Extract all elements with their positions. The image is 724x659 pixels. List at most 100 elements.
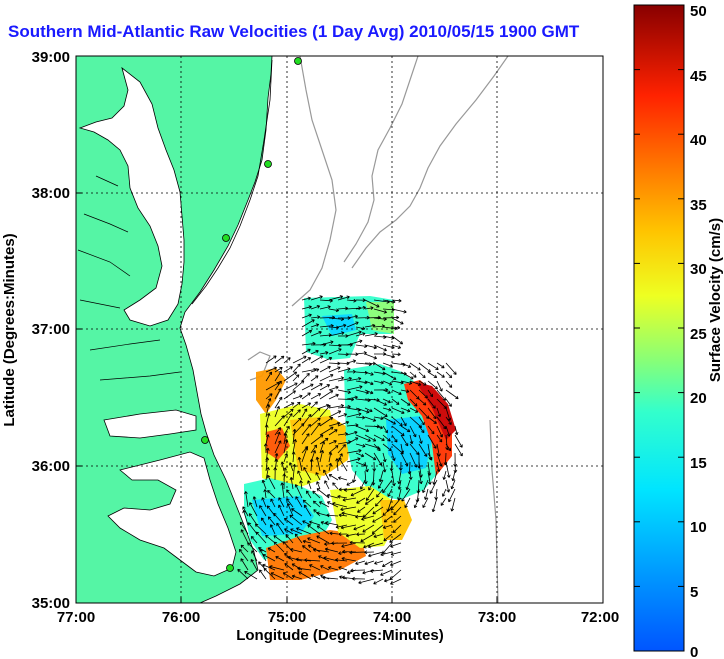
velocity-arrow <box>409 425 417 438</box>
velocity-arrow <box>315 472 321 481</box>
velocity-arrow <box>310 295 323 301</box>
y-tick-label: 39:00 <box>32 49 70 66</box>
velocity-arrow <box>270 572 285 580</box>
velocity-arrow <box>364 380 374 386</box>
velocity-arrow <box>287 555 303 562</box>
velocity-arrow <box>338 513 348 518</box>
velocity-arrow <box>319 374 334 382</box>
velocity-arrow <box>273 535 285 544</box>
velocity-arrow <box>295 557 312 562</box>
velocity-arrow <box>283 433 288 445</box>
velocity-arrow <box>316 488 330 499</box>
velocity-arrow <box>350 568 366 573</box>
velocity-arrow <box>450 497 456 512</box>
velocity-arrow <box>283 390 296 400</box>
velocity-arrow <box>301 357 312 364</box>
velocity-arrow <box>450 479 456 490</box>
velocity-arrow <box>382 398 391 404</box>
velocity-arrow <box>373 443 381 452</box>
velocity-arrow <box>294 533 303 544</box>
velocity-arrow <box>440 497 447 506</box>
velocity-arrow <box>387 488 393 497</box>
velocity-arrow <box>291 574 303 580</box>
y-tick-label: 37:00 <box>32 321 70 338</box>
velocity-arrow <box>364 323 376 328</box>
velocity-arrow <box>312 490 321 499</box>
velocity-arrow <box>346 321 359 328</box>
velocity-arrow <box>262 553 276 562</box>
velocity-arrow <box>265 371 273 382</box>
velocity-arrow <box>364 550 375 555</box>
velocity-arrow <box>305 490 312 499</box>
velocity-arrow <box>301 408 308 418</box>
velocity-arrow <box>259 569 267 580</box>
velocity-arrow <box>356 497 366 504</box>
velocity-arrow <box>289 477 294 490</box>
velocity-arrow <box>310 315 321 320</box>
velocity-arrow <box>273 541 285 553</box>
velocity-arrow <box>263 443 268 454</box>
velocity-arrow <box>302 539 312 544</box>
velocity-arrow <box>427 362 439 370</box>
velocity-arrow <box>424 488 429 500</box>
velocity-arrow <box>307 544 321 553</box>
velocity-arrow <box>328 331 345 337</box>
colorbar-tick-label: 50 <box>690 3 707 20</box>
velocity-arrow <box>301 348 311 355</box>
velocity-arrow <box>337 367 351 373</box>
velocity-arrow <box>335 524 348 529</box>
velocity-arrow <box>276 522 285 535</box>
velocity-arrow <box>301 447 309 463</box>
velocity-arrow <box>373 578 384 585</box>
velocity-arrow <box>427 470 432 485</box>
velocity-arrow <box>373 380 384 385</box>
velocity-arrow <box>346 479 357 486</box>
velocity-arrow <box>282 473 287 490</box>
velocity-arrow <box>382 443 392 452</box>
radar-station-marker <box>226 564 234 572</box>
velocity-arrow <box>265 534 276 544</box>
velocity-arrow <box>418 425 425 434</box>
velocity-arrow <box>328 474 339 481</box>
velocity-arrow <box>427 371 438 378</box>
colorbar <box>633 4 685 652</box>
velocity-arrow <box>310 355 324 364</box>
velocity-arrow <box>328 393 339 400</box>
velocity-arrow <box>346 339 363 346</box>
x-tick-label: 73:00 <box>478 609 516 626</box>
velocity-arrow <box>382 315 400 320</box>
velocity-arrow <box>274 405 280 418</box>
velocity-arrow <box>364 299 380 308</box>
velocity-arrow <box>445 380 453 388</box>
velocity-arrow <box>338 457 348 472</box>
velocity-arrow <box>436 380 443 392</box>
velocity-arrow <box>346 314 358 319</box>
velocity-arrow <box>391 298 402 303</box>
velocity-arrow <box>368 551 384 558</box>
velocity-arrow <box>422 497 429 508</box>
velocity-arrow <box>383 533 393 542</box>
velocity-arrow <box>338 566 348 571</box>
velocity-arrow <box>398 461 403 471</box>
velocity-arrow <box>391 434 398 443</box>
velocity-arrow <box>310 349 319 355</box>
velocity-arrow <box>337 420 350 427</box>
velocity-arrow <box>391 317 404 325</box>
velocity-arrow <box>355 434 371 442</box>
velocity-arrow <box>360 533 375 543</box>
velocity-arrow <box>413 497 420 509</box>
velocity-arrow <box>309 458 314 472</box>
velocity-arrow <box>324 480 330 490</box>
velocity-arrow <box>355 452 365 458</box>
velocity-arrow <box>324 547 339 553</box>
velocity-arrow <box>454 434 463 448</box>
colorbar-tick-label: 20 <box>690 390 707 407</box>
velocity-arrow <box>364 452 377 461</box>
velocity-arrow <box>325 521 339 526</box>
velocity-arrow <box>364 306 374 310</box>
velocity-arrow <box>391 416 403 427</box>
velocity-arrow <box>338 532 348 537</box>
velocity-arrow <box>400 371 414 380</box>
velocity-arrow <box>310 422 321 436</box>
velocity-arrow <box>298 571 312 580</box>
